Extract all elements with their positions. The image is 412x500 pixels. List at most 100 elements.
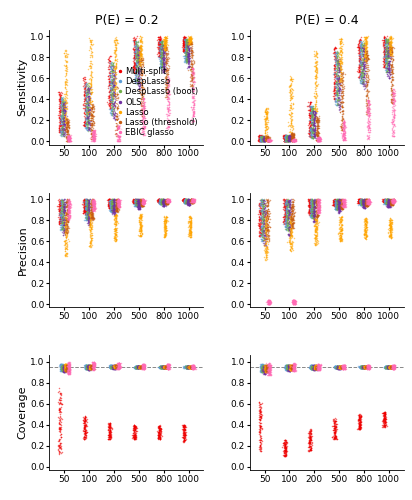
Point bbox=[260, 364, 267, 372]
Point bbox=[255, 200, 262, 208]
Point bbox=[133, 364, 140, 372]
Point bbox=[188, 72, 194, 80]
Point bbox=[112, 78, 119, 86]
Point bbox=[315, 363, 321, 371]
Point bbox=[183, 48, 190, 56]
Point bbox=[139, 196, 145, 203]
Point bbox=[108, 91, 115, 99]
Point bbox=[61, 368, 68, 376]
Point bbox=[285, 198, 292, 205]
Point bbox=[106, 98, 113, 106]
Point bbox=[339, 363, 346, 371]
Point bbox=[258, 133, 264, 141]
Point bbox=[316, 200, 323, 208]
Point bbox=[59, 106, 66, 114]
Point bbox=[309, 111, 316, 119]
Point bbox=[61, 98, 67, 106]
Point bbox=[360, 363, 367, 371]
Point bbox=[61, 114, 68, 122]
Point bbox=[84, 113, 91, 121]
Point bbox=[336, 364, 343, 372]
Point bbox=[107, 198, 114, 206]
Point bbox=[389, 198, 396, 206]
Point bbox=[385, 362, 392, 370]
Point bbox=[291, 366, 297, 374]
Point bbox=[139, 200, 145, 207]
Point bbox=[340, 77, 347, 85]
Point bbox=[181, 196, 187, 203]
Point bbox=[262, 364, 269, 372]
Point bbox=[90, 365, 97, 373]
Point bbox=[62, 244, 68, 252]
Point bbox=[111, 195, 117, 203]
Point bbox=[261, 366, 267, 374]
Point bbox=[111, 364, 117, 372]
Point bbox=[182, 364, 188, 372]
Point bbox=[115, 96, 121, 104]
Point bbox=[108, 198, 115, 205]
Point bbox=[115, 196, 121, 203]
Point bbox=[382, 200, 389, 208]
Point bbox=[359, 71, 366, 79]
Point bbox=[62, 102, 68, 110]
Point bbox=[64, 136, 71, 143]
Point bbox=[333, 362, 340, 370]
Point bbox=[257, 199, 264, 207]
Point bbox=[389, 364, 395, 372]
Point bbox=[381, 414, 388, 422]
Point bbox=[183, 41, 189, 49]
Point bbox=[112, 126, 119, 134]
Point bbox=[133, 45, 140, 53]
Point bbox=[355, 68, 362, 76]
Point bbox=[131, 196, 138, 203]
Point bbox=[313, 362, 320, 370]
Point bbox=[364, 107, 370, 115]
Point bbox=[87, 206, 94, 214]
Point bbox=[58, 113, 64, 121]
Point bbox=[335, 362, 342, 370]
Point bbox=[365, 196, 371, 204]
Point bbox=[288, 200, 295, 208]
Point bbox=[286, 211, 293, 219]
Point bbox=[289, 231, 295, 239]
Point bbox=[82, 82, 89, 90]
Point bbox=[183, 51, 190, 59]
Point bbox=[381, 198, 388, 206]
Point bbox=[387, 364, 393, 372]
Point bbox=[386, 32, 393, 40]
Point bbox=[290, 198, 296, 205]
Point bbox=[265, 298, 272, 306]
Point bbox=[142, 102, 149, 110]
Point bbox=[133, 79, 140, 87]
Point bbox=[185, 364, 192, 372]
Point bbox=[284, 196, 291, 204]
Point bbox=[333, 199, 339, 207]
Point bbox=[185, 200, 191, 208]
Point bbox=[91, 361, 97, 369]
Point bbox=[163, 85, 170, 93]
Point bbox=[258, 134, 265, 141]
Point bbox=[265, 298, 272, 306]
Point bbox=[266, 298, 273, 306]
Point bbox=[384, 200, 391, 208]
Point bbox=[161, 196, 168, 204]
Point bbox=[360, 200, 367, 208]
Point bbox=[258, 208, 265, 216]
Point bbox=[390, 96, 396, 104]
Point bbox=[59, 201, 66, 209]
Point bbox=[363, 232, 370, 240]
Point bbox=[84, 102, 90, 110]
Point bbox=[189, 198, 196, 205]
Point bbox=[361, 224, 368, 232]
Point bbox=[366, 364, 373, 372]
Point bbox=[111, 362, 117, 370]
Point bbox=[109, 204, 116, 212]
Point bbox=[285, 366, 292, 374]
Point bbox=[290, 366, 297, 374]
Point bbox=[140, 196, 146, 203]
Point bbox=[288, 80, 295, 88]
Point bbox=[185, 196, 192, 204]
Point bbox=[256, 444, 262, 452]
Point bbox=[64, 366, 71, 374]
Point bbox=[183, 58, 190, 66]
